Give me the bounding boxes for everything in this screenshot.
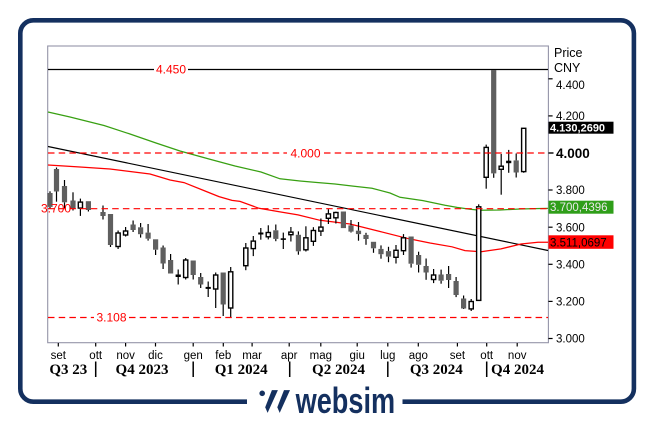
- svg-text:3.200: 3.200: [556, 297, 585, 309]
- svg-text:dic: dic: [148, 350, 163, 362]
- svg-text:CNY: CNY: [554, 61, 581, 75]
- svg-text:ott: ott: [480, 350, 494, 362]
- svg-text:3.800: 3.800: [556, 185, 585, 197]
- svg-text:ago: ago: [409, 350, 428, 362]
- svg-text:3.511,0697: 3.511,0697: [550, 237, 607, 249]
- svg-text:lug: lug: [380, 350, 395, 362]
- svg-text:3.000: 3.000: [556, 334, 585, 346]
- svg-text:Q3 23: Q3 23: [49, 362, 87, 378]
- svg-text:4.200: 4.200: [556, 111, 585, 123]
- svg-text:4.130,2690: 4.130,2690: [550, 123, 605, 135]
- svg-text:4.000: 4.000: [290, 147, 320, 161]
- svg-text:ott: ott: [89, 350, 103, 362]
- svg-text:nov: nov: [116, 350, 135, 362]
- svg-text:set: set: [51, 350, 67, 362]
- svg-text:nov: nov: [508, 350, 527, 362]
- svg-text:mag: mag: [310, 350, 332, 362]
- svg-text:websim: websim: [295, 380, 395, 421]
- svg-text:Q2 2024: Q2 2024: [312, 362, 365, 378]
- svg-text:3.108: 3.108: [96, 311, 126, 325]
- svg-text:3.600: 3.600: [556, 222, 585, 234]
- svg-text:4.400: 4.400: [556, 80, 585, 92]
- svg-text:Q3 2024: Q3 2024: [410, 362, 463, 378]
- svg-text:feb: feb: [215, 350, 231, 362]
- svg-text:mar: mar: [242, 350, 262, 362]
- svg-text:set: set: [450, 350, 466, 362]
- svg-text:gen: gen: [184, 350, 203, 362]
- svg-text:Price: Price: [554, 46, 583, 60]
- svg-text:4.000: 4.000: [556, 146, 590, 161]
- svg-text:Q4 2023: Q4 2023: [116, 362, 169, 378]
- svg-text:3.700,4396: 3.700,4396: [550, 202, 608, 214]
- svg-text:Q4 2024: Q4 2024: [491, 362, 544, 378]
- svg-text:Q1 2024: Q1 2024: [215, 362, 268, 378]
- svg-text:3.700: 3.700: [41, 202, 71, 216]
- svg-text:3.400: 3.400: [556, 260, 585, 272]
- svg-text:apr: apr: [281, 350, 298, 362]
- svg-text:giu: giu: [350, 350, 365, 362]
- svg-text:4.450: 4.450: [156, 63, 186, 77]
